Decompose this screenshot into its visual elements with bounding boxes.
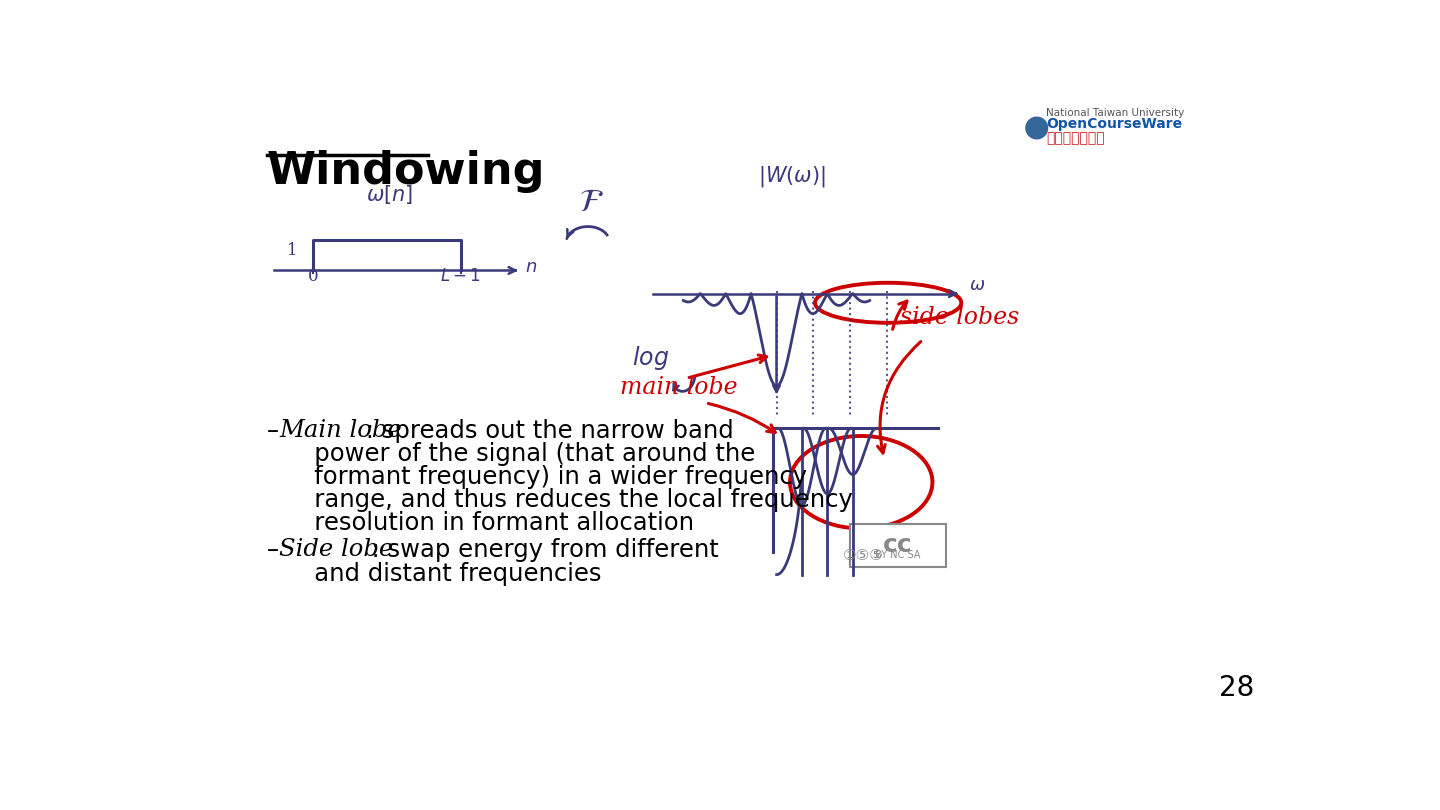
Text: National Taiwan University: National Taiwan University	[1045, 109, 1184, 118]
Circle shape	[1025, 117, 1047, 139]
Text: main lobe: main lobe	[619, 376, 737, 399]
Text: 28: 28	[1218, 674, 1254, 702]
Text: range, and thus reduces the local frequency: range, and thus reduces the local freque…	[291, 488, 854, 513]
Text: resolution in formant allocation: resolution in formant allocation	[291, 511, 694, 535]
Text: 臺大開放式課程: 臺大開放式課程	[1045, 131, 1104, 145]
Text: OpenCourseWare: OpenCourseWare	[1045, 117, 1182, 131]
Text: and distant frequencies: and distant frequencies	[291, 561, 602, 586]
Text: $L-1$: $L-1$	[441, 268, 481, 285]
Text: Side lobe: Side lobe	[279, 539, 393, 561]
Text: cc: cc	[883, 533, 913, 557]
Text: : spreads out the narrow band: : spreads out the narrow band	[359, 419, 734, 443]
Text: $\omega$: $\omega$	[969, 276, 985, 295]
Text: $n$: $n$	[526, 258, 537, 276]
FancyBboxPatch shape	[851, 524, 946, 567]
Text: power of the signal (that around the: power of the signal (that around the	[291, 442, 756, 467]
Text: Windowing: Windowing	[266, 150, 546, 193]
Text: side lobes: side lobes	[900, 306, 1020, 330]
Text: $|W(\omega)|$: $|W(\omega)|$	[757, 164, 825, 190]
Text: formant frequency) in a wider frequency: formant frequency) in a wider frequency	[291, 465, 808, 489]
Text: BY NC SA: BY NC SA	[876, 550, 920, 561]
Text: $\mathcal{F}$: $\mathcal{F}$	[579, 187, 603, 218]
Text: Main lobe: Main lobe	[279, 419, 402, 442]
Text: ①⑤⑤: ①⑤⑤	[842, 548, 884, 563]
Text: –: –	[266, 419, 279, 443]
Text: : swap energy from different: : swap energy from different	[356, 539, 719, 562]
Text: 1: 1	[287, 242, 298, 259]
Text: –: –	[266, 539, 279, 562]
Text: $log$: $log$	[632, 344, 670, 372]
Text: $\omega[n]$: $\omega[n]$	[366, 183, 413, 207]
Text: 0: 0	[308, 268, 318, 285]
